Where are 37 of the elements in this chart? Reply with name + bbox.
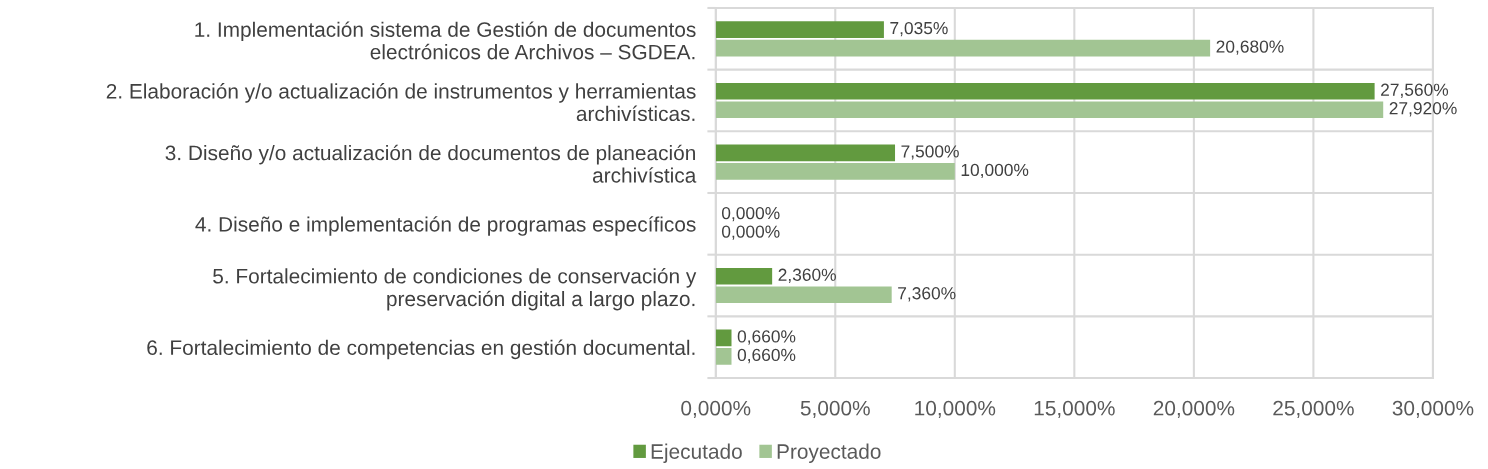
bar <box>715 348 732 365</box>
y-tick-label: 2. Elaboración y/o actualización de instrumentos y herramientas archivísticas. <box>106 83 696 122</box>
data-label: 0,660% <box>737 348 796 364</box>
bar <box>715 21 884 38</box>
bar <box>715 82 1375 100</box>
bar <box>715 144 896 162</box>
legend-label: Ejecutado <box>651 443 742 464</box>
bar <box>715 329 732 347</box>
bar <box>715 163 955 180</box>
x-tick-label: 30,000% <box>1392 400 1474 418</box>
data-label: 7,500% <box>901 145 959 160</box>
x-tick-label: 25,000% <box>1273 400 1354 418</box>
data-label: 27,560% <box>1381 83 1449 98</box>
x-tick-label: 5,000% <box>800 400 870 418</box>
y-tick-label: 5. Fortalecimiento de condiciones de conservación y preservación digital a largo plazo. <box>213 268 697 311</box>
data-label: 10,000% <box>961 163 1029 179</box>
x-tick-label: 0,000% <box>681 400 751 418</box>
data-label: 27,920% <box>1389 102 1457 117</box>
bar <box>715 101 1384 119</box>
data-label: 20,680% <box>1216 40 1284 55</box>
data-label: 7,360% <box>898 287 956 302</box>
y-tick-label: 6. Fortalecimiento de competencias en gestión documental. <box>147 339 695 360</box>
bar <box>715 267 773 285</box>
bar <box>715 286 892 304</box>
data-label: 0,000% <box>721 225 780 240</box>
legend-label: Proyectado <box>777 443 881 464</box>
y-tick-label: 1. Implementación sistema de Gestión de documentos electrónicos de Archivos – SGDEA. <box>195 21 696 60</box>
data-label: 2,360% <box>778 268 836 283</box>
data-label: 0,660% <box>737 330 796 345</box>
bar <box>715 39 1211 57</box>
x-tick-label: 10,000% <box>915 400 996 418</box>
y-tick-label: 3. Diseño y/o actualización de documentos de planeación archivística <box>165 144 697 183</box>
x-tick-label: 20,000% <box>1153 400 1235 418</box>
data-label: 7,035% <box>890 21 948 37</box>
data-label: 0,000% <box>721 206 780 222</box>
y-tick-label: 4. Diseño e implementación de programas específicos <box>195 216 696 236</box>
x-tick-label: 15,000% <box>1034 400 1115 418</box>
